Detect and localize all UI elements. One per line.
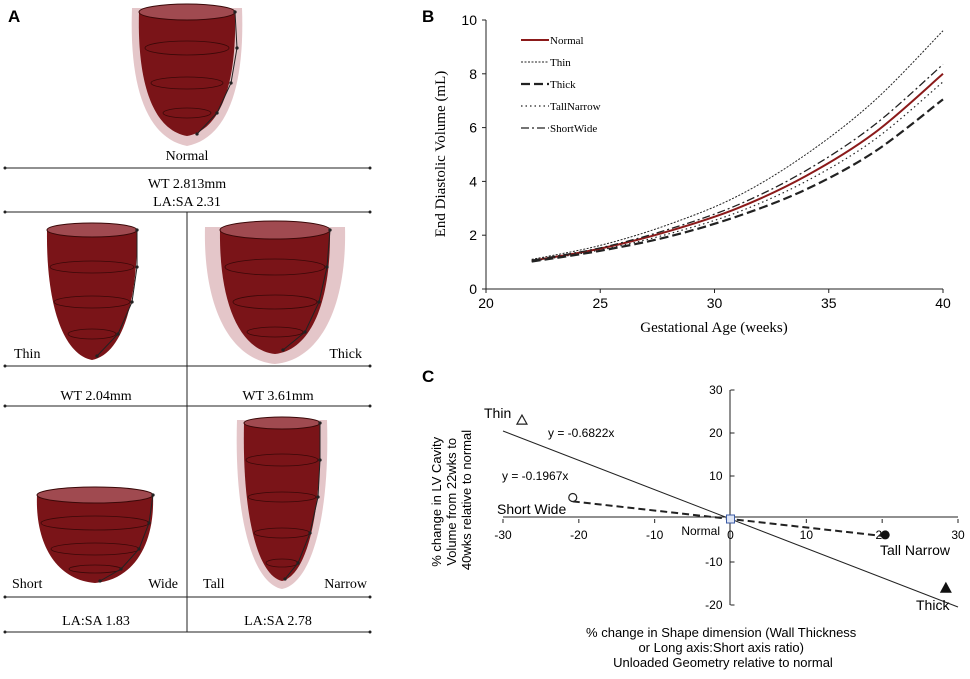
panel-b-x-label: Gestational Age (weeks) <box>640 320 787 336</box>
wide-label: Wide <box>148 577 178 592</box>
panel-b-letter: B <box>422 7 434 26</box>
label-short-wide: Short Wide <box>497 501 566 517</box>
short-label: Short <box>12 577 42 592</box>
legend-label-thin: Thin <box>550 57 571 69</box>
panel-c-x-label-line2: or Long axis:Short axis ratio) <box>638 640 803 655</box>
y-tick-label: 10 <box>461 12 477 28</box>
lasa-normal: LA:SA 2.31 <box>153 195 221 210</box>
y-tick-label: 2 <box>469 227 477 243</box>
heart-thin-image <box>46 222 139 360</box>
series-line-thick <box>531 98 944 263</box>
series-line-tallnarrow <box>531 81 944 262</box>
heart-tallnarrow-image <box>236 416 328 589</box>
x-tick-label: -20 <box>570 528 588 542</box>
x-tick-label: 0 <box>727 528 734 542</box>
point-normal <box>726 514 735 524</box>
y-tick-label: 8 <box>469 66 477 82</box>
y-tick-label: 20 <box>709 426 723 440</box>
panel-a-letter: A <box>8 7 20 26</box>
x-tick-label: 30 <box>707 295 723 311</box>
lasa-tallnarrow: LA:SA 2.78 <box>244 614 312 629</box>
panel-c-y-ticks: -20 -10 10 20 30 <box>705 383 735 612</box>
panel-c-x-label: % change in Shape dimension (Wall Thickn… <box>586 625 860 670</box>
heart-shortwide-image <box>36 486 155 583</box>
normal-label: Normal <box>166 149 209 164</box>
panel-c-x-label-line3: Unloaded Geometry relative to normal <box>613 655 833 670</box>
x-tick-label: -10 <box>646 528 664 542</box>
wt-thick: WT 3.61mm <box>242 389 313 404</box>
point-thick <box>939 581 952 593</box>
panel-c-x-label-line1: % change in Shape dimension (Wall Thickn… <box>586 625 857 640</box>
panel-c-y-label-line1: % change in LV Cavity <box>429 436 444 566</box>
label-tall-narrow: Tall Narrow <box>880 542 951 558</box>
heart-thick-image <box>204 220 346 364</box>
x-tick-label: 35 <box>821 295 837 311</box>
x-tick-label: 40 <box>935 295 951 311</box>
y-tick-label: 4 <box>469 173 477 189</box>
series-line-thin <box>531 30 944 260</box>
series-line-shortwide <box>531 63 944 261</box>
panel-c-y-label: % change in LV Cavity Volume from 22wks … <box>429 430 474 570</box>
wt-thin: WT 2.04mm <box>60 389 131 404</box>
y-tick-label: 10 <box>709 469 723 483</box>
panel-c-letter: C <box>422 367 434 386</box>
label-thin: Thin <box>484 405 511 421</box>
panel-c-points <box>515 413 952 593</box>
tall-label: Tall <box>203 577 225 592</box>
thin-label: Thin <box>14 347 40 362</box>
panel-c-y-label-line2: Volume from 22wks to <box>444 438 459 566</box>
eq-thin-fit: y = -0.6822x <box>548 426 614 440</box>
y-tick-label: 0 <box>469 281 477 297</box>
panel-c: C -30 -20 -10 0 10 20 30 -20 -10 10 20 30 y = -0.6… <box>422 367 965 670</box>
series-line-normal <box>531 73 944 262</box>
label-thick: Thick <box>916 597 950 613</box>
panel-b-legend: Normal Thin Thick TallNarrow ShortWide <box>521 35 601 135</box>
lasa-shortwide: LA:SA 1.83 <box>62 614 130 629</box>
label-normal: Normal <box>681 524 720 538</box>
point-thin <box>515 413 528 425</box>
panel-b: B 20 25 30 35 40 0 2 4 6 8 10 Normal Thin Thick Tall… <box>422 7 951 336</box>
thick-label: Thick <box>329 347 362 362</box>
heart-normal-image <box>131 3 243 146</box>
y-tick-label: 6 <box>469 120 477 136</box>
legend-label-thick: Thick <box>550 79 576 91</box>
panel-a: A Normal WT 2.813mm LA:SA 2.31 <box>3 3 372 634</box>
legend-label-normal: Normal <box>550 35 584 47</box>
point-tall-narrow <box>880 530 890 540</box>
panel-c-y-label-line3: 40wks relative to normal <box>459 430 474 570</box>
eq-shortwide-fit: y = -0.1967x <box>502 469 568 483</box>
point-short-wide <box>568 492 578 503</box>
y-tick-label: -10 <box>705 555 723 569</box>
panel-b-series <box>531 30 944 263</box>
wt-normal: WT 2.813mm <box>148 177 226 192</box>
x-tick-label: -30 <box>494 528 512 542</box>
narrow-label: Narrow <box>324 577 368 592</box>
panel-b-x-ticks: 20 25 30 35 40 <box>478 289 951 311</box>
legend-label-shortwide: ShortWide <box>550 123 597 135</box>
y-tick-label: -20 <box>705 598 723 612</box>
y-tick-label: 30 <box>709 383 723 397</box>
legend-label-tallnarrow: TallNarrow <box>550 101 601 113</box>
panel-b-y-ticks: 0 2 4 6 8 10 <box>461 12 486 297</box>
panel-b-y-label: End Diastolic Volume (mL) <box>433 71 449 238</box>
x-tick-label: 20 <box>478 295 494 311</box>
x-tick-label: 25 <box>592 295 608 311</box>
x-tick-label: 30 <box>951 528 965 542</box>
x-tick-label: 10 <box>800 528 814 542</box>
